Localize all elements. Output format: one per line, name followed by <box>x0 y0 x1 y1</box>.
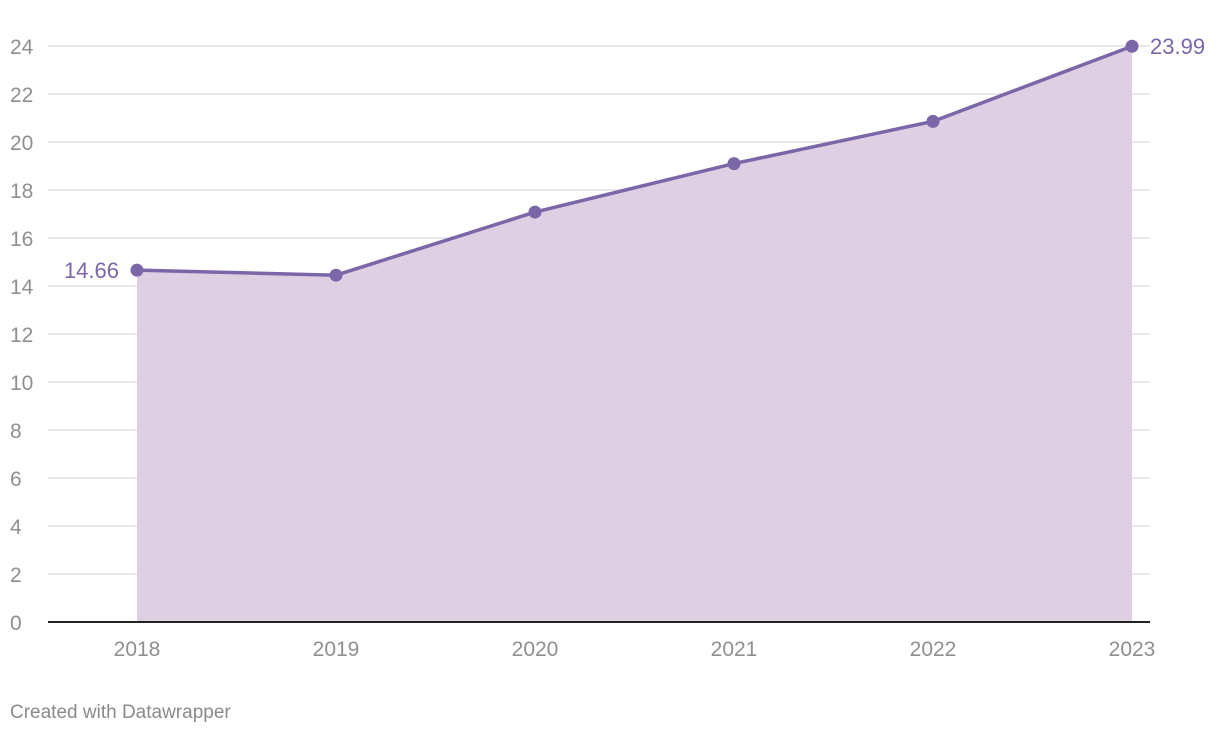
series-line-layer <box>135 44 1134 277</box>
data-point <box>329 268 343 282</box>
y-tick-label: 2 <box>10 564 22 587</box>
y-tick-label: 10 <box>10 372 33 395</box>
data-point <box>926 114 940 128</box>
data-label: 14.66 <box>64 258 119 283</box>
data-point <box>528 205 542 219</box>
area-fill <box>137 46 1132 623</box>
y-tick-label: 14 <box>10 276 34 299</box>
y-tick-label: 20 <box>10 132 33 155</box>
x-tick-label: 2021 <box>711 638 758 661</box>
data-labels: 14.66 23.99 <box>64 34 1205 283</box>
x-tick-label: 2023 <box>1109 638 1156 661</box>
area-fill-layer <box>137 46 1132 623</box>
credit-text: Created with Datawrapper <box>10 702 231 723</box>
y-tick-label: 8 <box>10 420 22 443</box>
y-tick-label: 16 <box>10 228 33 251</box>
y-tick-label: 4 <box>10 516 22 539</box>
y-tick-label: 12 <box>10 324 33 347</box>
data-points <box>130 39 1139 282</box>
data-point <box>130 263 144 277</box>
x-tick-label: 2018 <box>114 638 161 661</box>
x-tick-label: 2019 <box>313 638 360 661</box>
data-point <box>1125 39 1139 53</box>
series-line <box>135 44 1134 277</box>
data-point <box>727 157 741 171</box>
y-tick-label: 18 <box>10 180 33 203</box>
y-tick-label: 0 <box>10 612 22 635</box>
y-tick-label: 6 <box>10 468 22 491</box>
x-axis-tick-labels: 2018 2019 2020 2021 2022 2023 <box>114 638 1156 661</box>
x-tick-label: 2020 <box>512 638 559 661</box>
y-tick-label: 24 <box>10 36 34 59</box>
data-label: 23.99 <box>1150 34 1205 59</box>
x-tick-label: 2022 <box>910 638 957 661</box>
y-tick-label: 22 <box>10 84 33 107</box>
